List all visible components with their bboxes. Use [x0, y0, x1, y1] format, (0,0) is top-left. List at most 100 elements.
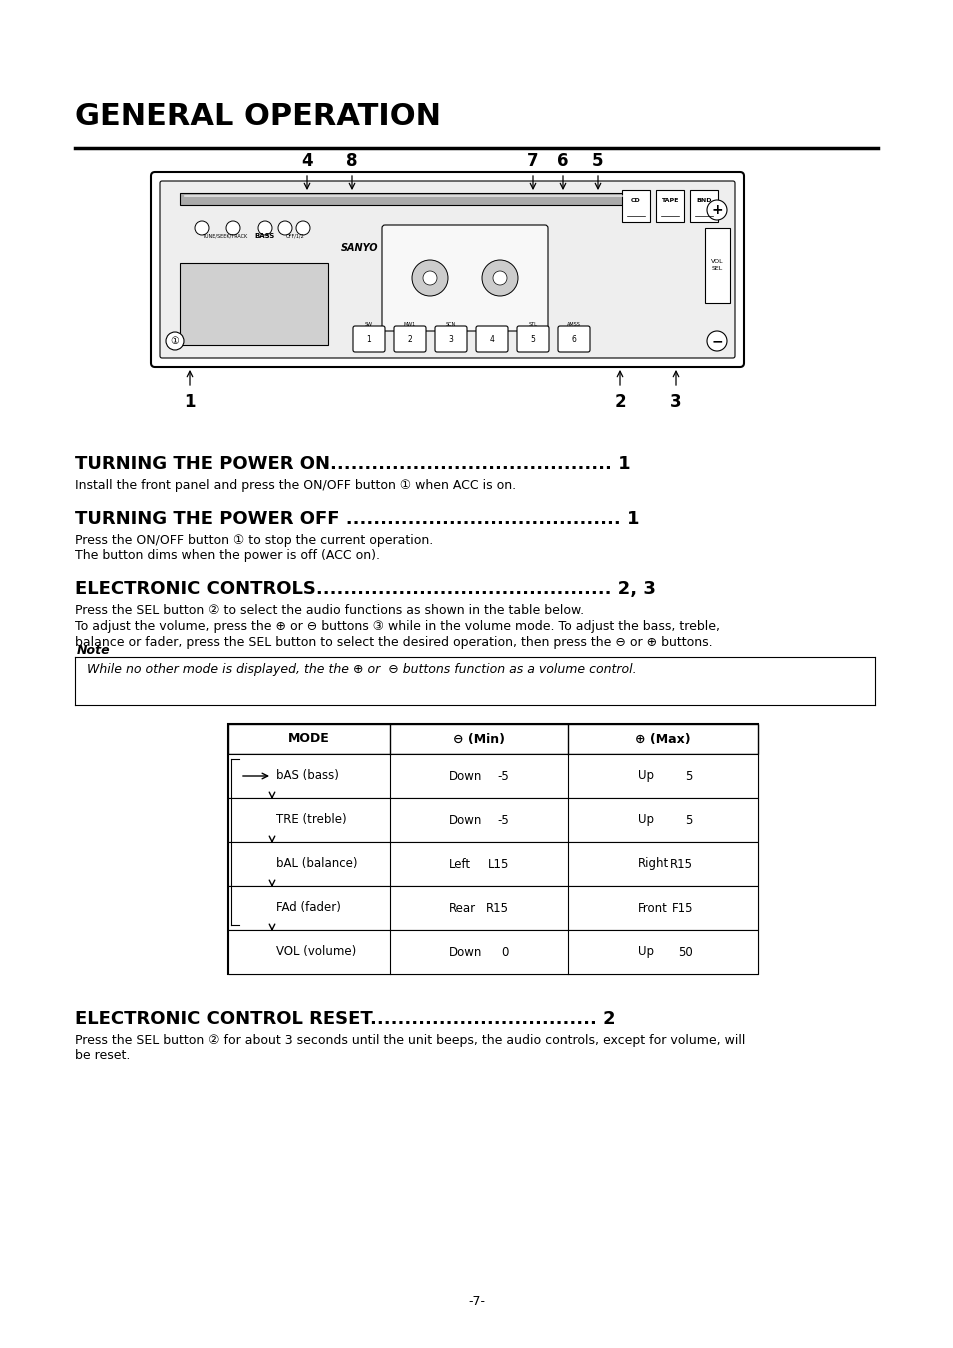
Text: 7: 7: [527, 152, 538, 170]
Text: 1: 1: [366, 334, 371, 344]
Text: 4: 4: [301, 152, 313, 170]
Text: STL: STL: [528, 322, 537, 326]
Circle shape: [706, 200, 726, 220]
Text: OFF/1/2: OFF/1/2: [285, 233, 304, 239]
Text: L15: L15: [487, 857, 509, 871]
Text: 2: 2: [407, 334, 412, 344]
Text: -5: -5: [497, 813, 509, 826]
Text: 50: 50: [678, 945, 692, 958]
Text: To adjust the volume, press the ⊕ or ⊖ buttons ③ while in the volume mode. To ad: To adjust the volume, press the ⊕ or ⊖ b…: [75, 620, 720, 634]
Bar: [704, 228, 729, 303]
Text: Up: Up: [638, 813, 654, 826]
Text: TAPE: TAPE: [660, 198, 678, 202]
Text: 3: 3: [448, 334, 453, 344]
FancyBboxPatch shape: [151, 173, 743, 367]
Text: The button dims when the power is off (ACC on).: The button dims when the power is off (A…: [75, 549, 379, 562]
Text: BASS: BASS: [254, 233, 274, 239]
Text: bAS (bass): bAS (bass): [275, 770, 338, 782]
Text: ELECTRONIC CONTROLS........................................... 2, 3: ELECTRONIC CONTROLS.....................…: [75, 580, 656, 599]
Bar: [228, 724, 758, 975]
Text: balance or fader, press the SEL button to select the desired operation, then pre: balance or fader, press the SEL button t…: [75, 636, 712, 648]
Text: ⊖ (Min): ⊖ (Min): [453, 732, 504, 745]
Text: AMSS: AMSS: [566, 322, 580, 326]
FancyBboxPatch shape: [353, 326, 385, 352]
Text: TURNING THE POWER ON......................................... 1: TURNING THE POWER ON....................…: [75, 456, 630, 473]
Circle shape: [481, 260, 517, 297]
Bar: [621, 190, 649, 222]
Bar: [228, 724, 758, 754]
Text: FAd (fader): FAd (fader): [275, 902, 340, 914]
Text: SCN: SCN: [445, 322, 456, 326]
Text: R15: R15: [669, 857, 692, 871]
Text: Down: Down: [449, 945, 482, 958]
Bar: [228, 798, 758, 842]
Circle shape: [277, 221, 292, 235]
FancyBboxPatch shape: [558, 326, 589, 352]
Bar: [228, 930, 758, 975]
Text: 5: 5: [685, 770, 692, 782]
Text: VOL
SEL: VOL SEL: [710, 259, 723, 271]
Text: Note: Note: [77, 644, 111, 656]
Text: SW: SW: [365, 322, 373, 326]
Bar: [228, 842, 758, 886]
Text: While no other mode is displayed, the the ⊕ or  ⊖ buttons function as a volume c: While no other mode is displayed, the th…: [87, 663, 636, 675]
Text: Up: Up: [638, 945, 654, 958]
Text: -7-: -7-: [468, 1295, 485, 1308]
Text: TRE (treble): TRE (treble): [275, 813, 346, 826]
Text: -5: -5: [497, 770, 509, 782]
FancyBboxPatch shape: [435, 326, 467, 352]
Text: Front: Front: [638, 902, 667, 914]
Circle shape: [257, 221, 272, 235]
Bar: [180, 193, 635, 205]
Text: +: +: [710, 204, 722, 217]
Circle shape: [493, 271, 506, 284]
Text: 8: 8: [346, 152, 357, 170]
FancyBboxPatch shape: [160, 181, 734, 359]
Circle shape: [412, 260, 448, 297]
Text: Up: Up: [638, 770, 654, 782]
Text: 5: 5: [685, 813, 692, 826]
Text: 5: 5: [530, 334, 535, 344]
Text: Press the SEL button ② for about 3 seconds until the unit beeps, the audio contr: Press the SEL button ② for about 3 secon…: [75, 1034, 744, 1047]
Text: MODE: MODE: [288, 732, 330, 745]
Text: Rear: Rear: [449, 902, 476, 914]
Text: F15: F15: [671, 902, 692, 914]
Text: CD: CD: [631, 198, 640, 202]
Text: TUNE/SEEK/TRACK: TUNE/SEEK/TRACK: [202, 233, 248, 239]
Text: R15: R15: [485, 902, 509, 914]
FancyBboxPatch shape: [476, 326, 507, 352]
Text: 4: 4: [489, 334, 494, 344]
Text: 6: 6: [557, 152, 568, 170]
Text: Left: Left: [449, 857, 471, 871]
Text: GENERAL OPERATION: GENERAL OPERATION: [75, 102, 440, 131]
Bar: [180, 263, 328, 345]
Circle shape: [226, 221, 240, 235]
Text: 0: 0: [501, 945, 509, 958]
Text: SANYO: SANYO: [341, 243, 378, 253]
Text: Install the front panel and press the ON/OFF button ① when ACC is on.: Install the front panel and press the ON…: [75, 479, 516, 492]
Text: −: −: [710, 334, 722, 348]
Circle shape: [422, 271, 436, 284]
Text: ①: ①: [171, 336, 179, 346]
Circle shape: [706, 332, 726, 350]
Circle shape: [295, 221, 310, 235]
FancyBboxPatch shape: [394, 326, 426, 352]
Text: bAL (balance): bAL (balance): [275, 857, 357, 871]
Text: 5: 5: [592, 152, 603, 170]
Text: TURNING THE POWER OFF ........................................ 1: TURNING THE POWER OFF ..................…: [75, 510, 639, 528]
Text: 1: 1: [184, 394, 195, 411]
Text: Right: Right: [638, 857, 669, 871]
Bar: [656, 190, 683, 222]
Text: Press the SEL button ② to select the audio functions as shown in the table below: Press the SEL button ② to select the aud…: [75, 604, 583, 617]
FancyBboxPatch shape: [381, 225, 547, 332]
Text: be reset.: be reset.: [75, 1049, 131, 1062]
Text: 6: 6: [571, 334, 576, 344]
Bar: [228, 754, 758, 798]
Bar: [228, 886, 758, 930]
Text: 2: 2: [614, 394, 625, 411]
Text: MW1: MW1: [403, 322, 416, 326]
Text: ELECTRONIC CONTROL RESET................................. 2: ELECTRONIC CONTROL RESET................…: [75, 1010, 615, 1029]
Circle shape: [166, 332, 184, 350]
Text: ⊕ (Max): ⊕ (Max): [635, 732, 690, 745]
Bar: [689, 190, 718, 222]
